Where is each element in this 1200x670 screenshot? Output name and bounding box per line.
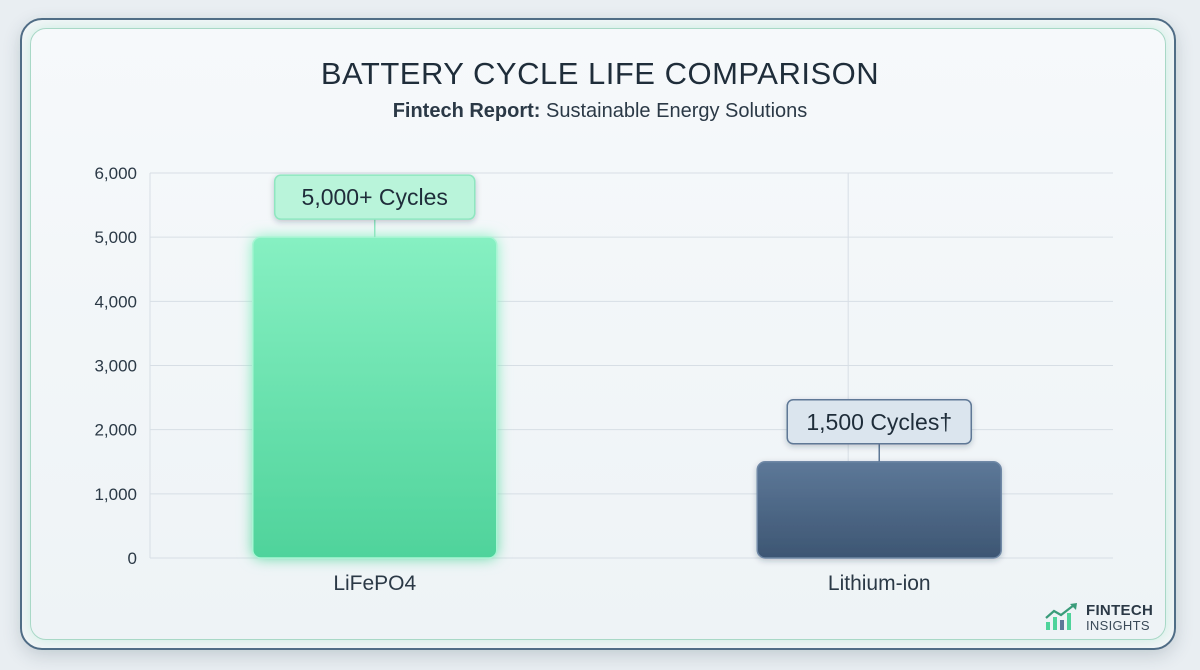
y-tick-label: 4,000: [94, 292, 137, 311]
brand-logo: FINTECH INSIGHTS: [1044, 600, 1174, 636]
data-labels: 5,000+ Cycles 1,500 Cycles†: [274, 174, 972, 462]
chart-subtitle: Fintech Report: Sustainable Energy Solut…: [0, 100, 1200, 123]
x-tick-label: Lithium-ion: [828, 572, 931, 595]
bar-lithium-ion: [756, 461, 1002, 559]
subtitle-bold: Fintech Report:: [392, 100, 541, 122]
y-tick-label: 3,000: [94, 357, 137, 376]
growth-chart-icon: [1045, 603, 1077, 630]
chart-title: BATTERY CYCLE LIFE COMPARISON: [320, 56, 880, 91]
x-axis-ticks: LiFePO4 Lithium-ion: [333, 572, 930, 595]
brand-name-line1: FINTECH: [1086, 602, 1154, 619]
subtitle-rest: Sustainable Energy Solutions: [540, 100, 808, 122]
y-tick-label: 2,000: [94, 421, 137, 440]
y-axis-ticks: 0 1,000 2,000 3,000 4,000 5,000 6,000: [94, 164, 137, 568]
y-tick-label: 5,000: [94, 228, 137, 247]
chart-frame: [20, 18, 1176, 650]
data-label-box: [274, 174, 476, 220]
bar-lifepo4: [252, 236, 498, 559]
data-label-box: [786, 399, 972, 445]
y-tick-label: 6,000: [94, 164, 137, 183]
y-tick-label: 1,000: [94, 485, 137, 504]
brand-name-line2: INSIGHTS: [1086, 618, 1150, 633]
y-tick-label: 0: [128, 549, 137, 568]
data-label: 5,000+ Cycles: [302, 184, 448, 210]
x-tick-label: LiFePO4: [333, 572, 416, 595]
bars: [252, 236, 1002, 559]
data-label: 1,500 Cycles†: [806, 409, 952, 435]
